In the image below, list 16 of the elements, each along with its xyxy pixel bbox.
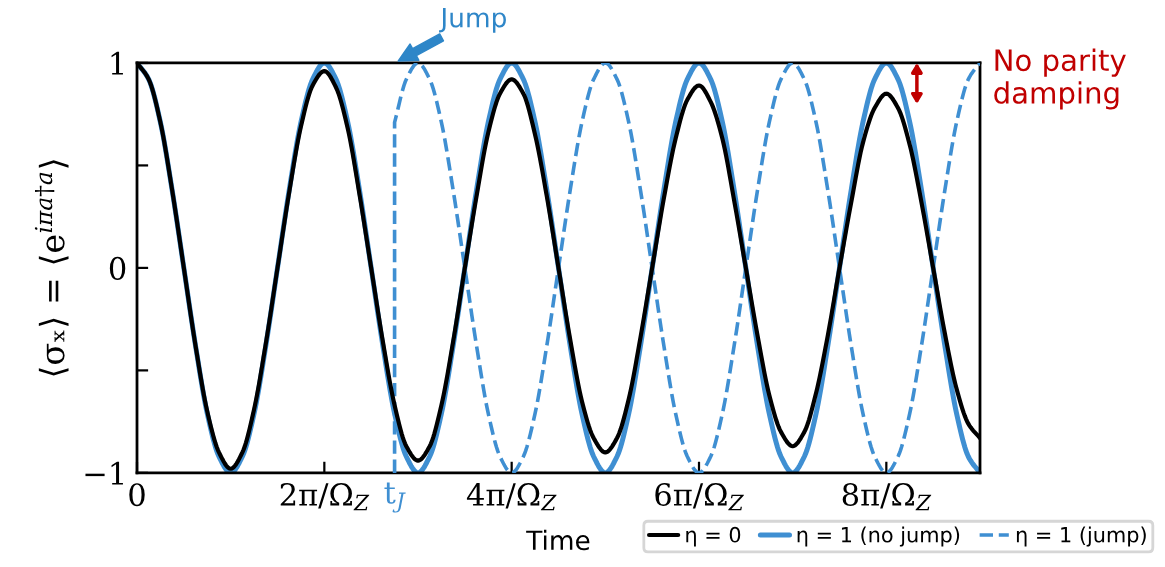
legend-label: η = 1 (no jump) bbox=[797, 526, 960, 547]
legend-label: η = 1 (jump) bbox=[1016, 526, 1146, 547]
legend-label: η = 0 bbox=[686, 526, 741, 547]
y-tick-label: 0 bbox=[109, 256, 126, 280]
y-tick-label: −1 bbox=[85, 461, 123, 485]
x-tick-label: 8π/Ω$_{Z}$ bbox=[842, 482, 932, 511]
y-axis-title: ⟨σₓ⟩ = ⟨e$^{iπa†a}$⟩ bbox=[34, 160, 69, 376]
x-tick-label: t$_{J}$ bbox=[384, 482, 406, 513]
x-tick-label: 4π/Ω$_{Z}$ bbox=[466, 482, 557, 511]
text: Jump bbox=[439, 7, 506, 33]
x-axis-title: Time bbox=[526, 529, 590, 551]
y-tick-label: 1 bbox=[111, 51, 123, 75]
x-tick-label: 0 bbox=[129, 483, 145, 507]
x-tick-label: 6π/Ω$_{Z}$ bbox=[655, 482, 744, 511]
text: No parity damping bbox=[994, 48, 1126, 110]
x-tick-label: 2π/Ω$_{Z}$ bbox=[280, 482, 370, 511]
